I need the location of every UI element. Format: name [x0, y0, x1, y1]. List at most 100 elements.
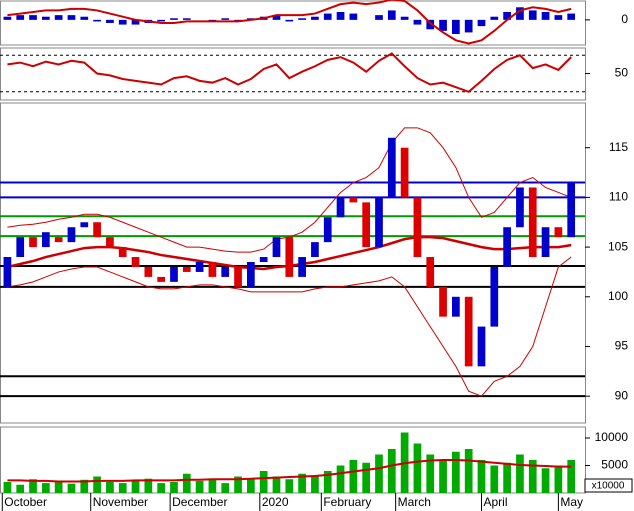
macd-bar [106, 19, 114, 23]
candle-body [3, 257, 12, 287]
candle-body [131, 257, 140, 267]
macd-bar [554, 15, 563, 20]
candle-body [67, 227, 76, 243]
macd-bar [426, 19, 435, 30]
volume-bar [503, 462, 511, 493]
candle-body [106, 237, 114, 248]
y-tick-label: 90 [615, 388, 629, 402]
candle-body [362, 202, 371, 248]
candle-body [503, 227, 511, 267]
macd-bar [567, 13, 576, 20]
volume-bar [106, 482, 114, 493]
y-tick-label: 115 [609, 140, 628, 154]
volume-bar [426, 454, 435, 493]
macd-bar [118, 19, 127, 25]
candle-body [464, 296, 473, 367]
macd-bar [452, 19, 460, 34]
y-tick-label: 0 [621, 12, 628, 26]
volume-bar [131, 480, 140, 493]
macd-bar [157, 19, 166, 22]
candle-body [349, 197, 358, 203]
volume-bar [362, 462, 371, 493]
panel-frame [0, 0, 586, 46]
candle-body [439, 286, 447, 317]
rsi-line [7, 52, 572, 93]
macd-bar [170, 18, 178, 20]
macd-bar [503, 12, 511, 20]
volume-bar [157, 483, 166, 493]
macd-bar [528, 10, 537, 20]
volume-bar [311, 476, 319, 493]
candle-body [118, 247, 127, 258]
macd-bar [400, 16, 409, 20]
macd-bar [413, 19, 422, 25]
candle-body [221, 266, 230, 277]
macd-bar [93, 19, 101, 22]
y-tick-label: 95 [615, 339, 629, 353]
candle-body [400, 147, 409, 198]
unit-box [584, 478, 633, 493]
volume-bar [93, 476, 101, 493]
macd-bar [16, 15, 25, 20]
candle-body [93, 222, 101, 238]
volume-bar [413, 443, 422, 493]
macd-bar [298, 18, 306, 20]
volume-bar [259, 471, 268, 493]
macd-bar [464, 19, 473, 33]
macd-bar [67, 15, 76, 20]
candle-body [528, 187, 537, 258]
macd-bar [131, 19, 140, 25]
candle-body [182, 266, 191, 272]
volume-bar [567, 460, 576, 493]
candle-body [208, 262, 217, 277]
candle-body [387, 137, 396, 198]
macd-bar [477, 19, 486, 27]
candle-body [41, 232, 50, 248]
candle-body [541, 227, 550, 258]
macd-bar [41, 16, 50, 20]
y-tick-label: 5000 [601, 458, 628, 472]
macd-bar [285, 19, 294, 22]
macd-bar [516, 7, 524, 20]
macd-bar [311, 16, 319, 20]
x-tick-label: November [93, 495, 148, 509]
candle-body [157, 276, 166, 282]
candle-body [567, 182, 576, 238]
candle-body [247, 262, 255, 287]
volume-bar [272, 476, 281, 493]
volume-bar [298, 473, 306, 493]
volume-bar [170, 482, 178, 493]
candle-body [259, 257, 268, 263]
volume-bar [234, 476, 242, 493]
macd-bar [221, 18, 230, 20]
volume-bar [387, 449, 396, 493]
volume-bar [490, 465, 499, 493]
x-tick-label: December [172, 495, 227, 509]
macd-bar [387, 10, 396, 20]
volume-bar [3, 482, 12, 493]
volume-bar [195, 480, 204, 493]
y-tick-label: 110 [609, 190, 628, 204]
candle-body [54, 237, 63, 243]
volume-bar [349, 460, 358, 493]
volume-bar [221, 483, 230, 493]
panel-frame [0, 102, 586, 424]
volume-bar [285, 479, 294, 493]
x-tick-label: March [398, 495, 431, 509]
x-tick-label: May [560, 495, 583, 509]
volume-bar [29, 479, 37, 493]
macd-bar [54, 15, 63, 20]
y-tick-label: 100 [608, 289, 628, 303]
volume-bar [452, 451, 460, 493]
x-tick-label: February [323, 495, 371, 509]
macd-bar [375, 15, 383, 20]
volume-bar [541, 468, 550, 493]
macd-bar [349, 13, 358, 20]
volume-bar [41, 483, 50, 493]
candle-body [170, 266, 178, 282]
candle-body [426, 257, 435, 287]
macd-line [7, 0, 572, 45]
candle-body [195, 262, 204, 272]
macd-bar [272, 15, 281, 20]
